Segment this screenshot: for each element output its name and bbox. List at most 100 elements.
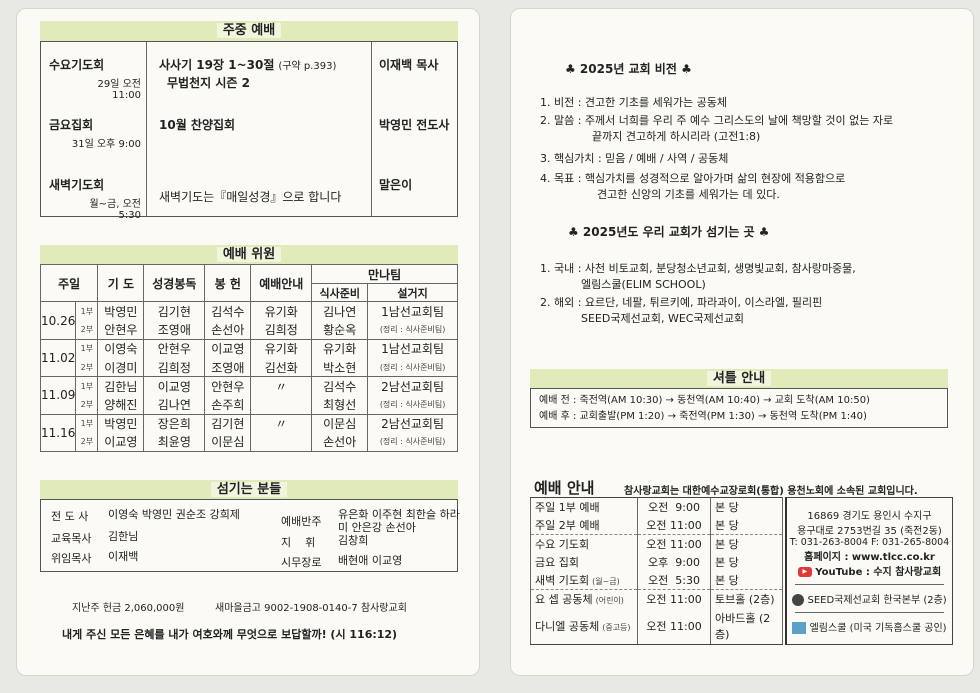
name: 새벽 기도회 xyxy=(535,573,590,587)
service-time: 31일 오후 9:00 xyxy=(71,139,141,150)
phone-fax: T: 031-263-8004 F: 031-265-8004 xyxy=(789,537,950,548)
speaker: 박영민 전도사 xyxy=(379,118,450,132)
name-cell: 안현우 xyxy=(143,338,206,358)
name-cell: 이경미 xyxy=(97,357,145,378)
name-cell: 김한님 xyxy=(97,376,145,396)
speaker: 말은이 xyxy=(379,178,413,192)
name-cell: 김기현 xyxy=(204,413,252,433)
service-content: 10월 찬양집회 xyxy=(159,116,239,133)
name-cell: 김선화 xyxy=(250,357,313,378)
name-cell: 안현우 xyxy=(204,376,252,396)
servant-role: 지 휘 xyxy=(281,536,316,549)
service-time: 오전 5:30 xyxy=(637,570,711,590)
list-item: 3. 핵심가치 : 믿음 / 예배 / 사역 / 공동체 xyxy=(540,152,729,165)
name-cell: 김희정 xyxy=(250,320,313,340)
list-item: 2. 말씀 : 주께서 너희를 우리 주 예수 그리스도의 날에 책망할 것이 … xyxy=(540,114,894,127)
table-row: 금요 집회 오후 9:00 본 당 xyxy=(530,553,783,571)
servant-names: 김창희 xyxy=(338,534,369,547)
list-item-cont: SEED국제선교회, WEC국제선교회 xyxy=(581,312,745,325)
contact-box: 16869 경기도 용인시 수지구 용구대로 2753번길 35 (죽전2동) … xyxy=(785,497,953,645)
service-place: 본 당 xyxy=(710,570,783,590)
name-cell: 김나연 xyxy=(143,395,206,415)
servant-role: 위임목사 xyxy=(51,552,92,565)
service-name: 금요집회 xyxy=(49,118,94,132)
name-cell: 〃 xyxy=(250,413,313,433)
name-cell: 장은희 xyxy=(143,413,206,433)
name-cell: 조영애 xyxy=(143,320,206,340)
section-title: 섬기는 분들 xyxy=(210,482,288,497)
service-place: 아바드홀 (2층) xyxy=(710,607,783,645)
service-name: 다니엘 공동체 (중고등) xyxy=(530,607,638,645)
service-name: 수요 기도회 xyxy=(530,534,638,553)
name: 금요 집회 xyxy=(535,555,579,569)
name-cell: 황순옥 xyxy=(311,320,369,340)
table-row: 요 셉 공동체 (어린이) 오전 11:00 토브홀 (2층) xyxy=(530,588,783,608)
youtube-icon: ▶ xyxy=(797,567,812,577)
service-name: 주일 2부 예배 xyxy=(530,516,638,535)
name: 다니엘 공동체 xyxy=(535,619,600,633)
content-title: 새벽기도는『매일성경』으로 합니다 xyxy=(159,190,342,204)
part-cell: 1부 xyxy=(75,413,99,433)
name-cell: 김나연 xyxy=(311,301,369,321)
name-cell: 박소현 xyxy=(311,357,369,378)
youtube-link[interactable]: ▶ YouTube : 수지 참사랑교회 xyxy=(787,563,952,578)
name: 수요 기도회 xyxy=(535,538,590,551)
table-row: 10.26 1부 박영민 김기현 김석수 유기화 김나연 1남선교회팀 xyxy=(39,301,458,340)
name: 요 셉 공동체 xyxy=(535,592,593,606)
table-row: 다니엘 공동체 (중고등) 오전 11:00 아바드홀 (2층) xyxy=(530,607,783,645)
service-place: 본 당 xyxy=(710,516,783,535)
section-title: 예배 위원 xyxy=(216,247,282,262)
committee-table: 주일 기 도 성경봉독 봉 헌 예배안내 만나팀 식사준비 설거지 10.26 1부 박영민 김기현 김… xyxy=(39,263,458,452)
servant-names: 김한님 xyxy=(108,530,139,543)
service-time: 오전 11:00 xyxy=(637,516,711,535)
table-row: 2부 이경미 김희정 조영애 김선화 박소현 (정리 : 식사준비팀) xyxy=(41,357,458,378)
name-cell: 김희정 xyxy=(143,357,206,378)
part-cell: 2부 xyxy=(75,320,99,340)
name-cell: 안현우 xyxy=(97,320,145,340)
speaker: 이재백 목사 xyxy=(379,58,439,72)
part-cell: 1부 xyxy=(75,376,99,396)
section-title: 셔틀 안내 xyxy=(706,371,772,386)
name-cell: 김석수 xyxy=(204,301,252,321)
table-row: 11.16 1부 박영민 장은희 김기현 〃 이문심 2남선교회팀 xyxy=(39,413,458,452)
list-item: 1. 국내 : 사천 비토교회, 분당청소년교회, 생명빛교회, 참사랑마중물, xyxy=(540,262,856,275)
bible-verse: 내게 주신 모든 은혜를 내가 여호와께 무엇으로 보답할까! (시 116:1… xyxy=(62,628,398,641)
name-cell: 이교영 xyxy=(143,376,206,396)
date-cell: 11.16 xyxy=(39,413,77,452)
table-row: 2부 안현우 조영애 손선아 김희정 황순옥 (정리 : 식사준비팀) xyxy=(41,320,458,340)
name-cell: 유기화 xyxy=(250,338,313,358)
part-cell: 2부 xyxy=(75,432,99,452)
service-place: 본 당 xyxy=(710,497,783,516)
servant-role: 교육목사 xyxy=(51,532,92,545)
servant-names: 배현애 이교영 xyxy=(338,554,403,567)
name-cell: 손주희 xyxy=(204,395,252,415)
vision-title: ♣ 2025년 교회 비전 ♣ xyxy=(565,62,692,76)
list-item: 2. 해외 : 요르단, 네팔, 튀르키예, 파라과이, 이스라엘, 필리핀 xyxy=(540,296,823,309)
column-header: 식사준비 xyxy=(311,283,369,303)
service-name: 수요기도회 xyxy=(49,58,105,72)
elim-logo-icon xyxy=(792,622,807,634)
servant-names: 이재백 xyxy=(108,550,139,563)
offering-text: 지난주 헌금 2,060,000원 xyxy=(72,603,185,614)
name-cell xyxy=(250,432,313,452)
homepage-link[interactable]: 홈페이지 : www.tlcc.co.kr xyxy=(804,552,935,563)
address-line-2: 용구대로 2753번길 35 (죽전2동) xyxy=(797,526,942,537)
list-item-cont: 견고한 신앙의 기초를 세워가는 데 있다. xyxy=(597,188,780,201)
table-row: 주일 1부 예배 오전 9:00 본 당 xyxy=(530,497,783,516)
service-content: 새벽기도는『매일성경』으로 합니다 xyxy=(159,188,345,205)
column-header: 봉 헌 xyxy=(204,263,252,303)
name-cell: 이문심 xyxy=(204,432,252,452)
part-cell: 1부 xyxy=(75,338,99,358)
service-name: 새벽 기도회 (월~금) xyxy=(530,570,638,590)
table-row: 2부 이교영 최윤영 이문심 손선아 (정리 : 식사준비팀) xyxy=(41,432,458,452)
note: (중고등) xyxy=(602,622,631,632)
table-row: 11.02 1부 이영숙 안현우 이교영 유기화 유기화 1남선교회팀 xyxy=(39,338,458,378)
content-ref: (구약 p.393) xyxy=(278,61,337,72)
name-cell: 1남선교회팀 xyxy=(367,338,458,358)
service-time: 오전 11:00 xyxy=(637,607,711,645)
service-name: 금요 집회 xyxy=(530,553,638,571)
servant-role: 시무장로 xyxy=(281,556,322,569)
date-cell: 10.26 xyxy=(39,301,77,340)
elim-text: 엘림스쿨 (미국 기독홈스쿨 공인) xyxy=(809,623,947,634)
service-name: 주일 1부 예배 xyxy=(530,497,638,516)
